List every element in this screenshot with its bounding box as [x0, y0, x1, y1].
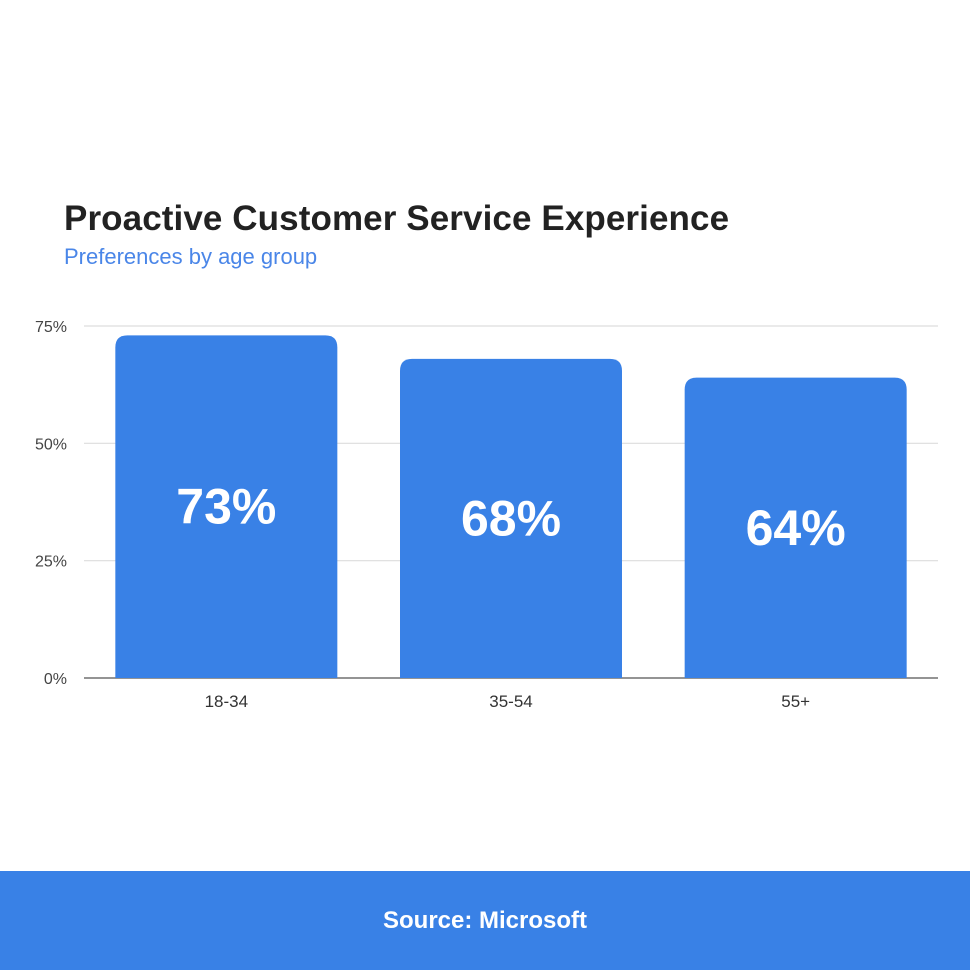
- source-footer: Source: Microsoft: [0, 871, 970, 970]
- y-tick-label: 75%: [35, 319, 67, 336]
- data-label: 68%: [461, 490, 561, 546]
- bar-18-34: [115, 335, 338, 678]
- data-label: 73%: [176, 479, 276, 535]
- bar-55+: [684, 377, 907, 678]
- data-label: 64%: [746, 500, 846, 556]
- y-tick-label: 25%: [35, 554, 67, 571]
- y-tick-label: 50%: [35, 436, 67, 453]
- bar-35-54: [400, 358, 622, 678]
- chart-title: Proactive Customer Service Experience: [64, 199, 730, 238]
- x-tick-label: 55+: [781, 692, 810, 711]
- bar-chart: 0% 25% 50% 75% 73% 18-34 68% 35-54 64% 55+: [35, 319, 938, 711]
- y-tick-label: 0%: [44, 671, 67, 688]
- x-tick-label: 18-34: [205, 692, 248, 711]
- source-text: Source: Microsoft: [382, 906, 588, 934]
- x-tick-label: 35-54: [489, 692, 532, 711]
- chart-subtitle: Preferences by age group: [64, 244, 318, 269]
